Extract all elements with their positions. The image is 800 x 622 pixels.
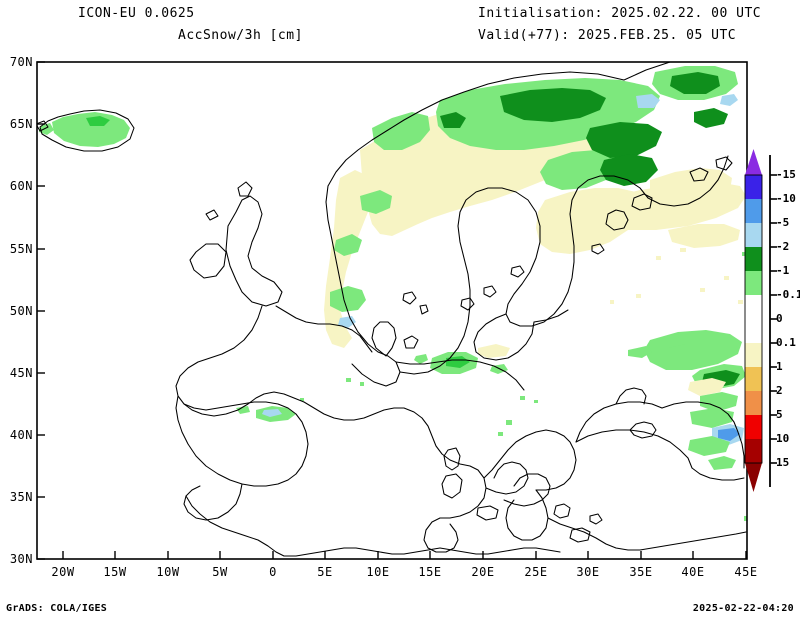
lon-tick-45E: 45E [734, 565, 758, 579]
colorbar [744, 149, 777, 492]
colorbar-tick-15: 15 [776, 456, 790, 469]
lon-tick-20E: 20E [471, 565, 495, 579]
colorbar-tick-5: 5 [776, 408, 783, 421]
lat-tick-70N: 70N [9, 55, 33, 69]
region-iceland [39, 112, 130, 147]
lon-tick-40E: 40E [681, 565, 705, 579]
region-scattered-flecks [300, 248, 747, 521]
lat-tick-30N: 30N [9, 552, 33, 566]
lon-tick-25E: 25E [524, 565, 548, 579]
colorbar-tick--5: -5 [776, 216, 790, 229]
data-layer [39, 66, 747, 521]
lon-tick-0: 0 [269, 565, 277, 579]
lon-tick-15E: 15E [418, 565, 442, 579]
colorbar-tick--0.1: -0.1 [776, 288, 800, 301]
lon-tick-30E: 30E [576, 565, 600, 579]
lon-tick-15W: 15W [103, 565, 127, 579]
lon-tick-35E: 35E [629, 565, 653, 579]
lat-tick-55N: 55N [9, 242, 33, 256]
colorbar-tick--15: -15 [776, 168, 796, 181]
colorbar-extend-bottom [745, 463, 762, 492]
colorbar-tick-10: 10 [776, 432, 790, 445]
initialisation-label: Initialisation: 2025.02.22. 00 UTC [478, 6, 762, 21]
lon-tick-10W: 10W [156, 565, 180, 579]
colorbar-tick-0.1: 0.1 [776, 336, 796, 349]
grads-credit: GrADS: COLA/IGES [6, 603, 108, 614]
colorbar-tick-0: 0 [776, 312, 783, 325]
colorbar-tick--1: -1 [776, 264, 790, 277]
coastlines-layer [37, 62, 747, 557]
render-timestamp: 2025-02-22-04:20 [692, 603, 794, 614]
region-pyrenees [236, 406, 296, 422]
lat-tick-60N: 60N [9, 179, 33, 193]
model-title: ICON-EU 0.0625 [78, 6, 195, 21]
lon-tick-10E: 10E [366, 565, 390, 579]
colorbar-extend-top [745, 149, 762, 175]
colorbar-tick--2: -2 [776, 240, 790, 253]
colorbar-tick-2: 2 [776, 384, 783, 397]
colorbar-tick-1: 1 [776, 360, 783, 373]
valid-time-label: Valid(+77): 2025.FEB.25. 05 UTC [478, 28, 737, 43]
axis-ticks [37, 61, 747, 560]
colorbar-tick--10: -10 [776, 192, 796, 205]
lat-tick-50N: 50N [9, 304, 33, 318]
lat-tick-45N: 45N [9, 366, 33, 380]
lon-tick-5E: 5E [317, 565, 333, 579]
region-caucasus [628, 330, 746, 470]
lon-tick-20W: 20W [51, 565, 75, 579]
lat-tick-35N: 35N [9, 490, 33, 504]
field-title: AccSnow/3h [cm] [178, 28, 303, 43]
lat-tick-65N: 65N [9, 117, 33, 131]
lon-tick-5W: 5W [212, 565, 228, 579]
lat-tick-40N: 40N [9, 428, 33, 442]
